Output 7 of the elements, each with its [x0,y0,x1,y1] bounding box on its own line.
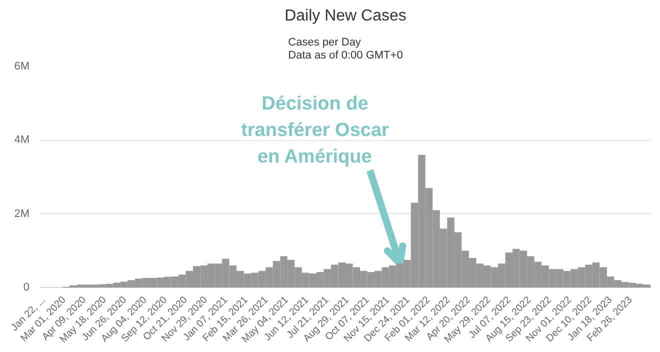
annotation: Décision de transférer Oscar en Amérique [241,94,390,168]
chart-subtitle: Cases per Day Data as of 0:00 GMT+0 [288,36,403,62]
y-tick-label: 4M [14,134,30,146]
y-tick-label: 2M [14,208,30,220]
y-tick-label: 6M [14,60,30,72]
chart-title: Daily New Cases [284,8,406,24]
y-tick-label: 0 [23,282,30,294]
